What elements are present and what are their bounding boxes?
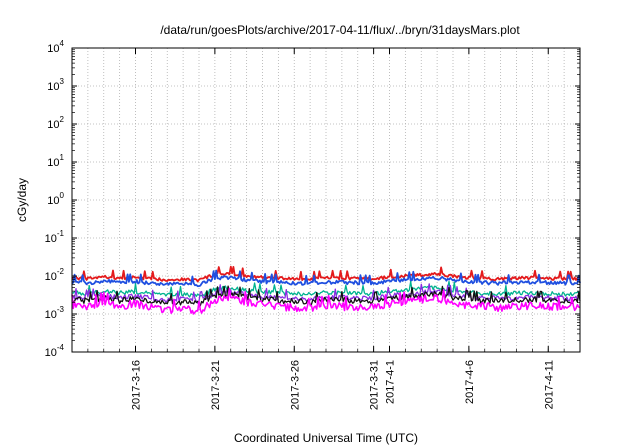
x-axis: 2017-3-16 2017-3-21 2017-3-26 2017-3-31 2017… <box>87 48 565 410</box>
y-tick-label: 100 <box>47 191 64 207</box>
grid <box>72 48 580 352</box>
x-tick-label: 2017-4-1 <box>385 360 397 404</box>
y-axis-label: cGy/day <box>15 178 29 222</box>
x-tick-label: 2017-3-16 <box>131 360 143 410</box>
y-tick-label: 10-2 <box>45 267 65 283</box>
y-tick-label: 104 <box>47 39 64 55</box>
y-axis: 10-4 10-3 10-2 10-1 100 101 102 103 104 <box>45 39 580 359</box>
y-tick-label: 10-1 <box>45 229 65 245</box>
x-tick-label: 2017-4-6 <box>464 360 476 404</box>
y-tick-label: 102 <box>47 115 64 131</box>
x-tick-label: 2017-3-26 <box>289 360 301 410</box>
series-line-2 <box>72 280 581 298</box>
x-tick-label: 2017-3-21 <box>210 360 222 410</box>
chart-title: /data/run/goesPlots/archive/2017-04-11/f… <box>160 23 520 37</box>
series-line-0 <box>71 265 580 283</box>
y-tick-label: 10-4 <box>45 343 65 359</box>
series-line-1 <box>71 269 581 288</box>
series-layer <box>71 265 581 315</box>
y-tick-label: 101 <box>47 153 64 169</box>
y-tick-label: 103 <box>47 77 64 93</box>
series-line-5 <box>71 287 581 315</box>
x-tick-label: 2017-4-11 <box>543 360 555 409</box>
x-tick-label: 2017-3-31 <box>369 360 381 410</box>
y-tick-label: 10-3 <box>45 305 65 321</box>
series-line-4 <box>71 285 581 307</box>
x-axis-label: Coordinated Universal Time (UTC) <box>234 431 418 445</box>
